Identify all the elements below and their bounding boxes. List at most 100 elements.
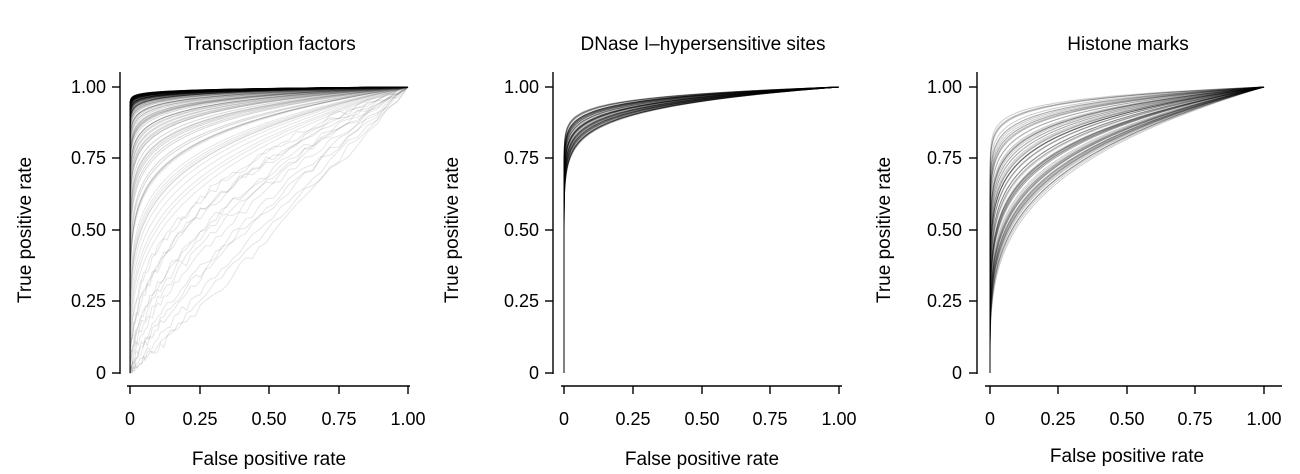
roc-curve [129,86,409,373]
roc-curve [563,86,840,373]
roc-curve [129,86,409,374]
roc-curve [129,86,409,373]
roc-curve [563,86,840,373]
y-tick-label: 0.25 [71,291,106,311]
roc-curve [989,86,1265,373]
roc-curve [989,86,1265,373]
roc-curve [129,86,409,373]
y-tick-label: 1.00 [927,77,962,97]
roc-curve [563,86,840,373]
roc-curve [563,86,840,373]
roc-curve [129,86,409,373]
roc-curve [129,86,409,373]
roc-curve [129,86,409,373]
roc-curve [989,86,1265,373]
roc-curve [989,86,1265,373]
roc-curve [129,86,409,373]
roc-curve [563,86,840,373]
roc-curve [989,86,1265,373]
roc-curve [989,86,1265,373]
roc-curve [989,86,1265,373]
roc-curve [129,86,409,373]
roc-curve [989,86,1265,373]
roc-curve [989,86,1265,373]
x-tick-label: 0.75 [752,409,787,429]
roc-curve [989,86,1265,373]
roc-curve [129,86,409,373]
roc-curve [129,86,409,373]
roc-curve [129,86,409,373]
roc-curve [129,86,409,373]
roc-curve [563,86,840,373]
roc-curve [563,86,840,373]
roc-curve [563,86,840,373]
roc-curve [989,86,1265,373]
roc-curve [563,86,840,373]
roc-curve [563,86,840,373]
roc-curve [989,86,1265,373]
roc-curve [129,86,409,373]
roc-curve [129,86,409,373]
roc-curve [563,86,840,373]
roc-curve [129,86,409,373]
roc-curve [129,86,409,373]
roc-curve [563,86,840,373]
roc-curve [563,86,840,373]
roc-curve [563,86,840,373]
x-ticks: 0 0.25 0.50 0.75 1.00 [125,386,426,429]
x-tick-label: 1.00 [390,409,425,429]
roc-curve [563,86,840,373]
roc-curve [563,86,840,373]
roc-curve [129,86,409,373]
roc-curve [129,86,409,373]
roc-curve [989,86,1265,373]
roc-curve [129,86,409,373]
roc-curve [989,86,1265,373]
roc-curve [989,86,1265,373]
roc-curve [563,86,840,373]
y-tick-label: 1.00 [71,77,106,97]
roc-curve [989,86,1265,373]
roc-curve [129,86,409,373]
roc-curve [129,86,409,373]
roc-curve [563,86,840,373]
roc-curve [989,86,1265,373]
roc-curve [563,86,840,373]
roc-curve [989,86,1265,373]
roc-curve [989,86,1265,373]
roc-curve [989,86,1265,373]
roc-curve [129,86,409,373]
roc-curve [989,86,1265,373]
roc-curve [129,86,409,373]
roc-curve [989,86,1265,373]
roc-curve [129,86,409,373]
roc-curve [563,86,840,373]
roc-curve [129,86,409,373]
roc-curve [129,86,409,373]
roc-curve [563,86,840,373]
roc-curve [563,86,840,373]
roc-curve [129,86,409,373]
roc-curve [129,86,409,373]
roc-curve [563,86,840,373]
roc-curve [989,86,1265,373]
roc-curve [129,86,409,373]
roc-curve [129,86,409,373]
roc-curve [989,86,1265,373]
x-axis-label: False positive rate [1050,446,1204,467]
roc-curve [989,86,1265,373]
panel-dnase-hypersensitive-sites: DNase I–hypersensitive sites 0 0.25 0.50… [442,34,857,470]
roc-curve [563,86,840,373]
roc-curve [129,86,409,374]
roc-curve [129,86,409,373]
roc-curve [129,86,409,373]
roc-curve [989,86,1265,373]
roc-curve [563,86,840,373]
roc-curve [563,86,840,373]
roc-curve [129,86,409,373]
x-tick-label: 0.50 [684,409,719,429]
roc-curve [129,86,409,373]
x-tick-label: 0.50 [251,409,286,429]
roc-curve [129,86,409,373]
